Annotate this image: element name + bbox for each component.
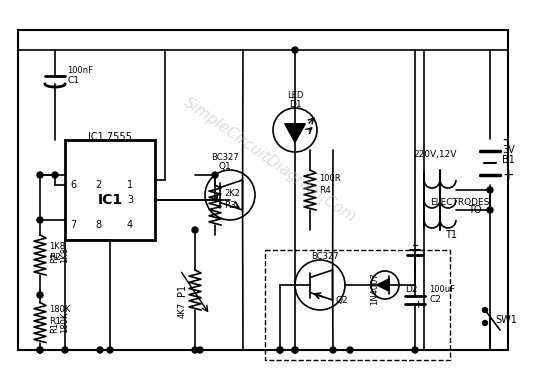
Circle shape [412, 347, 418, 353]
Polygon shape [377, 279, 389, 291]
Circle shape [197, 347, 203, 353]
Circle shape [37, 347, 43, 353]
Text: R2: R2 [49, 252, 61, 261]
Text: T1: T1 [445, 230, 457, 240]
Text: IC1 7555: IC1 7555 [88, 132, 132, 142]
Circle shape [483, 321, 488, 325]
Circle shape [37, 217, 43, 223]
Text: Q1: Q1 [219, 162, 231, 171]
Text: R2
1K8: R2 1K8 [50, 247, 70, 263]
Text: R4: R4 [319, 186, 331, 194]
Circle shape [277, 347, 283, 353]
Text: P1: P1 [177, 284, 187, 296]
Text: 3: 3 [127, 195, 133, 205]
Text: 100R: 100R [319, 174, 341, 183]
Circle shape [62, 347, 68, 353]
Circle shape [292, 347, 298, 353]
Circle shape [107, 347, 113, 353]
Text: 180K: 180K [49, 306, 70, 315]
Text: R1: R1 [49, 318, 61, 327]
Circle shape [37, 347, 43, 353]
Text: 2K2: 2K2 [224, 188, 240, 197]
Text: 100uF: 100uF [429, 285, 455, 294]
Circle shape [330, 347, 336, 353]
Circle shape [212, 172, 218, 178]
Text: 4K7: 4K7 [178, 302, 187, 318]
Text: Q2: Q2 [335, 295, 348, 304]
Text: 1K8: 1K8 [49, 242, 65, 251]
Circle shape [292, 47, 298, 53]
Text: D1: D1 [289, 100, 301, 109]
Circle shape [37, 292, 43, 298]
Circle shape [487, 207, 493, 213]
Text: 4: 4 [127, 220, 133, 230]
Text: R3: R3 [224, 200, 236, 209]
Text: 8: 8 [95, 220, 101, 230]
Bar [65, 140, 155, 240]
Circle shape [37, 172, 43, 178]
Text: 1N4007: 1N4007 [370, 272, 380, 305]
Circle shape [192, 227, 198, 233]
Text: 100nF: 100nF [67, 65, 93, 74]
Bar [18, 30, 508, 350]
Text: TO: TO [468, 205, 482, 215]
Text: +: + [413, 300, 423, 310]
Text: -: - [502, 130, 508, 148]
Text: SimpleCircuitDiagram.Com: SimpleCircuitDiagram.Com [181, 95, 359, 226]
Circle shape [347, 347, 353, 353]
Text: +: + [502, 168, 514, 182]
Text: 2: 2 [95, 180, 102, 190]
Circle shape [487, 187, 493, 193]
Text: 3V: 3V [502, 145, 515, 155]
Text: BC327: BC327 [211, 153, 239, 162]
Text: 7: 7 [70, 220, 76, 230]
Text: 6: 6 [70, 180, 76, 190]
Circle shape [52, 172, 58, 178]
Circle shape [97, 347, 103, 353]
Text: ELECTRODES: ELECTRODES [430, 197, 490, 206]
Text: C1: C1 [67, 76, 79, 85]
Bar [265, 250, 450, 360]
Text: SW1: SW1 [495, 315, 517, 325]
Circle shape [483, 307, 488, 313]
Text: LED: LED [287, 91, 303, 100]
Text: D2: D2 [405, 285, 417, 294]
Text: IC1: IC1 [97, 193, 123, 207]
Polygon shape [285, 124, 305, 142]
Text: C2: C2 [429, 295, 441, 304]
Circle shape [277, 347, 283, 353]
Text: B1: B1 [502, 155, 515, 165]
Text: 1: 1 [127, 180, 133, 190]
Circle shape [192, 347, 198, 353]
Circle shape [292, 347, 298, 353]
Text: 220V,12V: 220V,12V [413, 150, 457, 159]
Text: BC327: BC327 [311, 252, 339, 261]
Text: R1
180K: R1 180K [50, 312, 70, 333]
